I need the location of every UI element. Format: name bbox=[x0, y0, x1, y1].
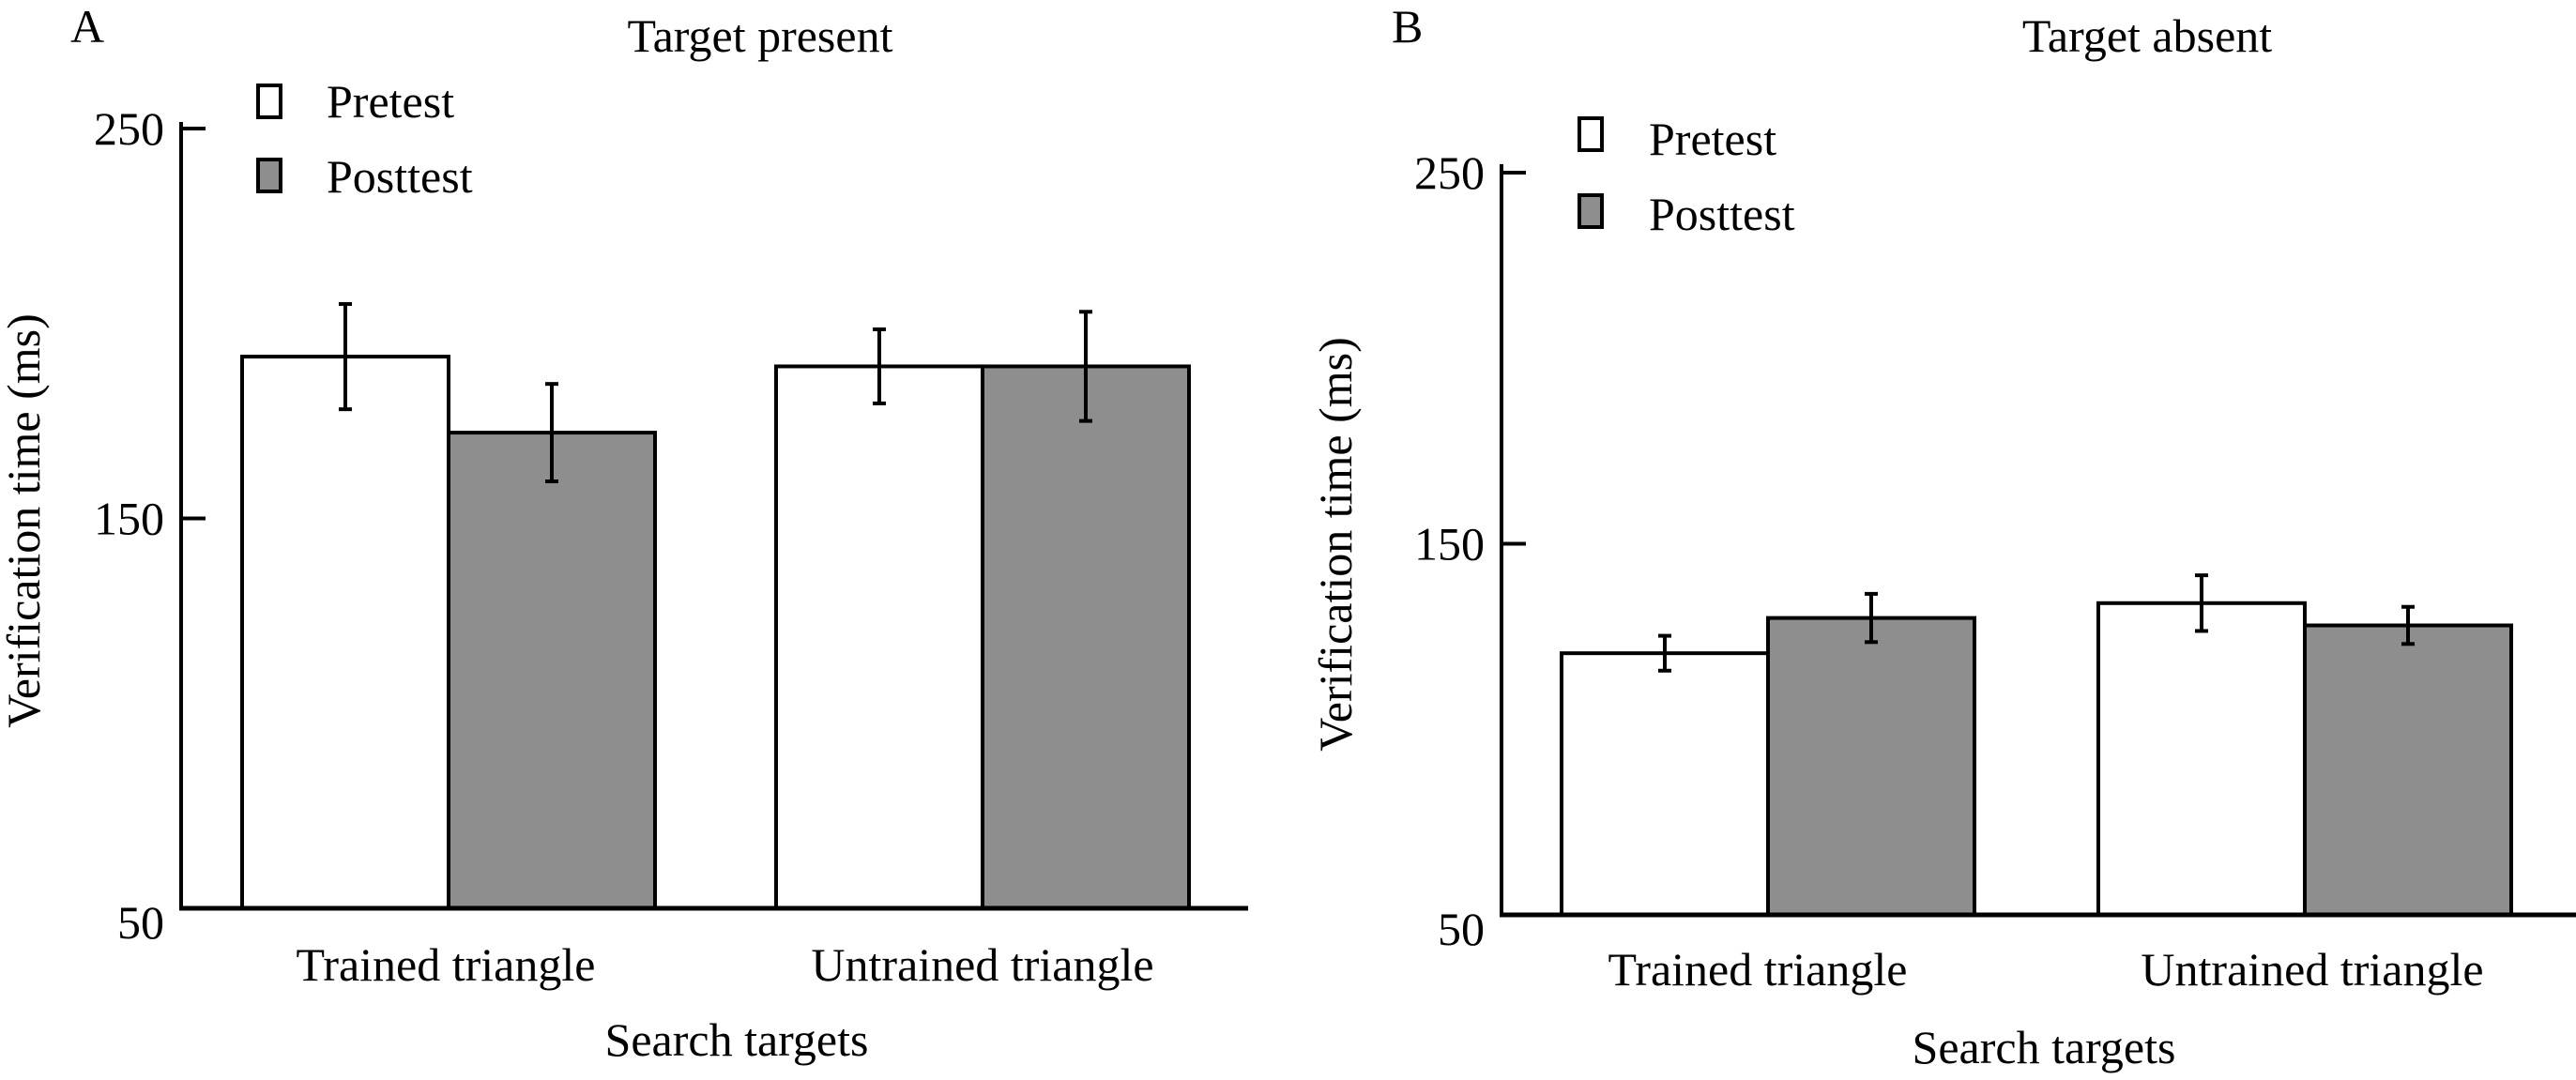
y-tick-label: 50 bbox=[1438, 903, 1485, 955]
bar-posttest-0 bbox=[447, 431, 657, 910]
panel-label: A bbox=[70, 0, 104, 53]
legend-swatch-posttest bbox=[1578, 193, 1604, 229]
error-bar bbox=[873, 327, 886, 405]
error-bar bbox=[545, 382, 558, 484]
y-tick-label: 250 bbox=[1414, 146, 1485, 199]
error-bar bbox=[1658, 633, 1671, 673]
panel-a: A Target present Verification time (ms) … bbox=[0, 0, 1248, 1066]
legend-label-posttest: Posttest bbox=[1649, 188, 1795, 240]
x-axis-label: Search targets bbox=[1913, 1021, 2176, 1073]
y-tick-label: 150 bbox=[1414, 518, 1485, 570]
panel-label: B bbox=[1392, 0, 1423, 53]
legend-label-pretest: Pretest bbox=[327, 75, 454, 128]
legend-swatch-pretest bbox=[1578, 116, 1604, 152]
error-bar bbox=[1865, 591, 1878, 645]
error-bar bbox=[2401, 604, 2415, 646]
panel-b: B Target absent Verification time (ms) S… bbox=[1309, 0, 2576, 1073]
chart-title: Target present bbox=[628, 9, 893, 62]
x-tick-label: Untrained triangle bbox=[811, 938, 1153, 991]
bar-pretest-1 bbox=[774, 364, 984, 910]
y-tick-label: 150 bbox=[94, 493, 164, 545]
y-axis-label: Verification time (ms) bbox=[1309, 337, 1362, 752]
legend-swatch-pretest bbox=[256, 84, 282, 119]
bar-pretest-0 bbox=[1560, 651, 1770, 917]
legend-label-posttest: Posttest bbox=[327, 150, 473, 203]
x-tick-label: Trained triangle bbox=[1608, 943, 1908, 996]
legend: Pretest Posttest bbox=[256, 75, 473, 203]
bar-posttest-1 bbox=[2303, 623, 2513, 917]
x-tick-label: Trained triangle bbox=[297, 938, 596, 991]
error-bar bbox=[2195, 573, 2208, 633]
error-bar bbox=[1079, 310, 1092, 423]
error-bar bbox=[339, 301, 352, 412]
bar-pretest-0 bbox=[240, 355, 450, 910]
legend: Pretest Posttest bbox=[1578, 113, 1795, 240]
x-tick-label: Untrained triangle bbox=[2141, 943, 2483, 996]
bar-posttest-1 bbox=[981, 364, 1191, 910]
bar-pretest-1 bbox=[2096, 601, 2307, 918]
y-tick-label: 50 bbox=[117, 896, 164, 949]
y-tick-label: 250 bbox=[94, 102, 164, 155]
legend-swatch-posttest bbox=[256, 158, 282, 193]
chart-title: Target absent bbox=[2022, 9, 2272, 62]
x-axis-label: Search targets bbox=[605, 1013, 869, 1066]
legend-label-pretest: Pretest bbox=[1649, 113, 1776, 165]
y-axis-label: Verification time (ms) bbox=[0, 313, 50, 728]
bar-posttest-0 bbox=[1766, 616, 1976, 917]
